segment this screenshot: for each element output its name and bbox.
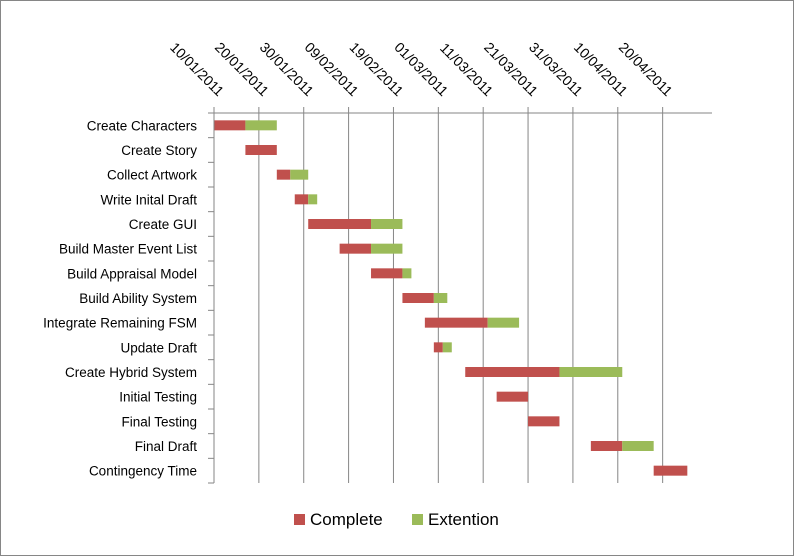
bar-complete-13	[590, 441, 623, 451]
bar-complete-2	[276, 169, 291, 180]
bar-complete-5	[339, 243, 372, 254]
bar-extention-6	[402, 268, 412, 279]
bar-extention-9	[442, 342, 452, 353]
bar-complete-6	[371, 268, 403, 279]
axes	[208, 107, 712, 484]
bar-complete-9	[433, 342, 443, 353]
bar-extention-10	[559, 367, 623, 377]
legend-label-extention: Extention	[428, 510, 499, 529]
bar-complete-3	[294, 194, 309, 205]
bar-extention-8	[487, 317, 520, 328]
legend-label-complete: Complete	[310, 510, 383, 529]
bar-complete-4	[308, 219, 372, 229]
task-label-13: Final Draft	[135, 439, 198, 454]
task-label-2: Collect Artwork	[107, 168, 197, 183]
bar-extention-4	[371, 219, 403, 229]
bar-extention-7	[433, 293, 448, 303]
bar-extention-2	[290, 169, 309, 180]
legend: Complete Extention	[294, 510, 499, 529]
task-labels: Create Characters Create Story Collect Art…	[43, 118, 197, 478]
x-tick-labels: 10/01/201120/01/201130/01/201109/02/2011…	[167, 39, 676, 99]
task-label-0: Create Characters	[87, 118, 198, 133]
bar-complete-0	[214, 120, 246, 131]
task-label-5: Build Master Event List	[59, 242, 197, 257]
bar-extention-13	[622, 441, 654, 451]
bars	[214, 120, 688, 476]
bar-complete-11	[496, 391, 529, 402]
bar-extention-5	[371, 243, 403, 254]
task-label-11: Initial Testing	[119, 390, 197, 405]
task-label-7: Build Ability System	[79, 291, 197, 306]
bar-complete-12	[528, 416, 560, 427]
bar-extention-3	[308, 194, 318, 205]
bar-complete-1	[245, 145, 277, 155]
bar-complete-10	[465, 367, 560, 377]
task-label-10: Create Hybrid System	[65, 365, 197, 380]
bar-complete-8	[424, 317, 488, 328]
task-label-3: Write Inital Draft	[100, 192, 197, 207]
bar-complete-7	[402, 293, 434, 303]
task-label-8: Integrate Remaining FSM	[43, 316, 197, 331]
task-label-14: Contingency Time	[89, 464, 197, 479]
task-label-6: Build Appraisal Model	[67, 266, 197, 281]
bar-complete-14	[653, 465, 688, 476]
bar-extention-0	[245, 120, 277, 131]
task-label-4: Create GUI	[129, 217, 197, 232]
legend-swatch-extention	[412, 514, 423, 525]
legend-swatch-complete	[294, 514, 305, 525]
task-label-1: Create Story	[121, 143, 197, 158]
task-label-12: Final Testing	[121, 414, 197, 429]
task-label-9: Update Draft	[120, 340, 197, 355]
